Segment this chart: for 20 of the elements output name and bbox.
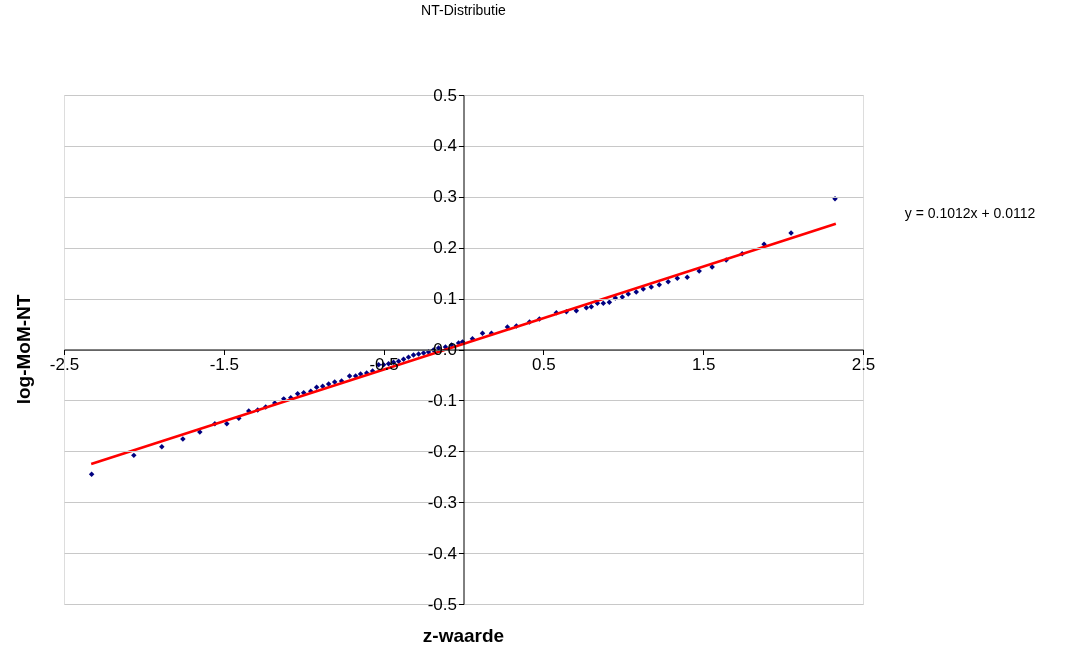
x-axis-title: z-waarde: [422, 625, 505, 646]
y-tick-label: -0.2: [427, 441, 457, 461]
x-tick-label: 2.5: [851, 355, 876, 374]
y-tick-label: -0.3: [427, 492, 457, 512]
x-tick-label: -1.5: [209, 355, 239, 374]
y-tick-label: -0.1: [427, 390, 457, 410]
y-axis-title: log-MoM-NT: [13, 294, 34, 405]
y-tick-label: 0.1: [433, 289, 457, 309]
chart-title: NT-Distributie: [421, 2, 507, 18]
y-tick-label: -0.5: [427, 594, 457, 614]
y-tick-label: 0.4: [433, 136, 457, 156]
x-tick-label: -2.5: [49, 355, 80, 374]
x-tick-label: 1.5: [691, 355, 716, 374]
x-tick-label: 0.5: [532, 355, 556, 374]
y-tick-label: 0.5: [433, 85, 457, 105]
y-tick-label: 0.0: [433, 340, 457, 359]
y-tick-label: 0.2: [433, 238, 457, 258]
y-tick-label: -0.4: [427, 543, 457, 563]
y-tick-label: 0.3: [433, 187, 457, 207]
text: y = 0.1012x + 0.0112: [904, 205, 1036, 221]
